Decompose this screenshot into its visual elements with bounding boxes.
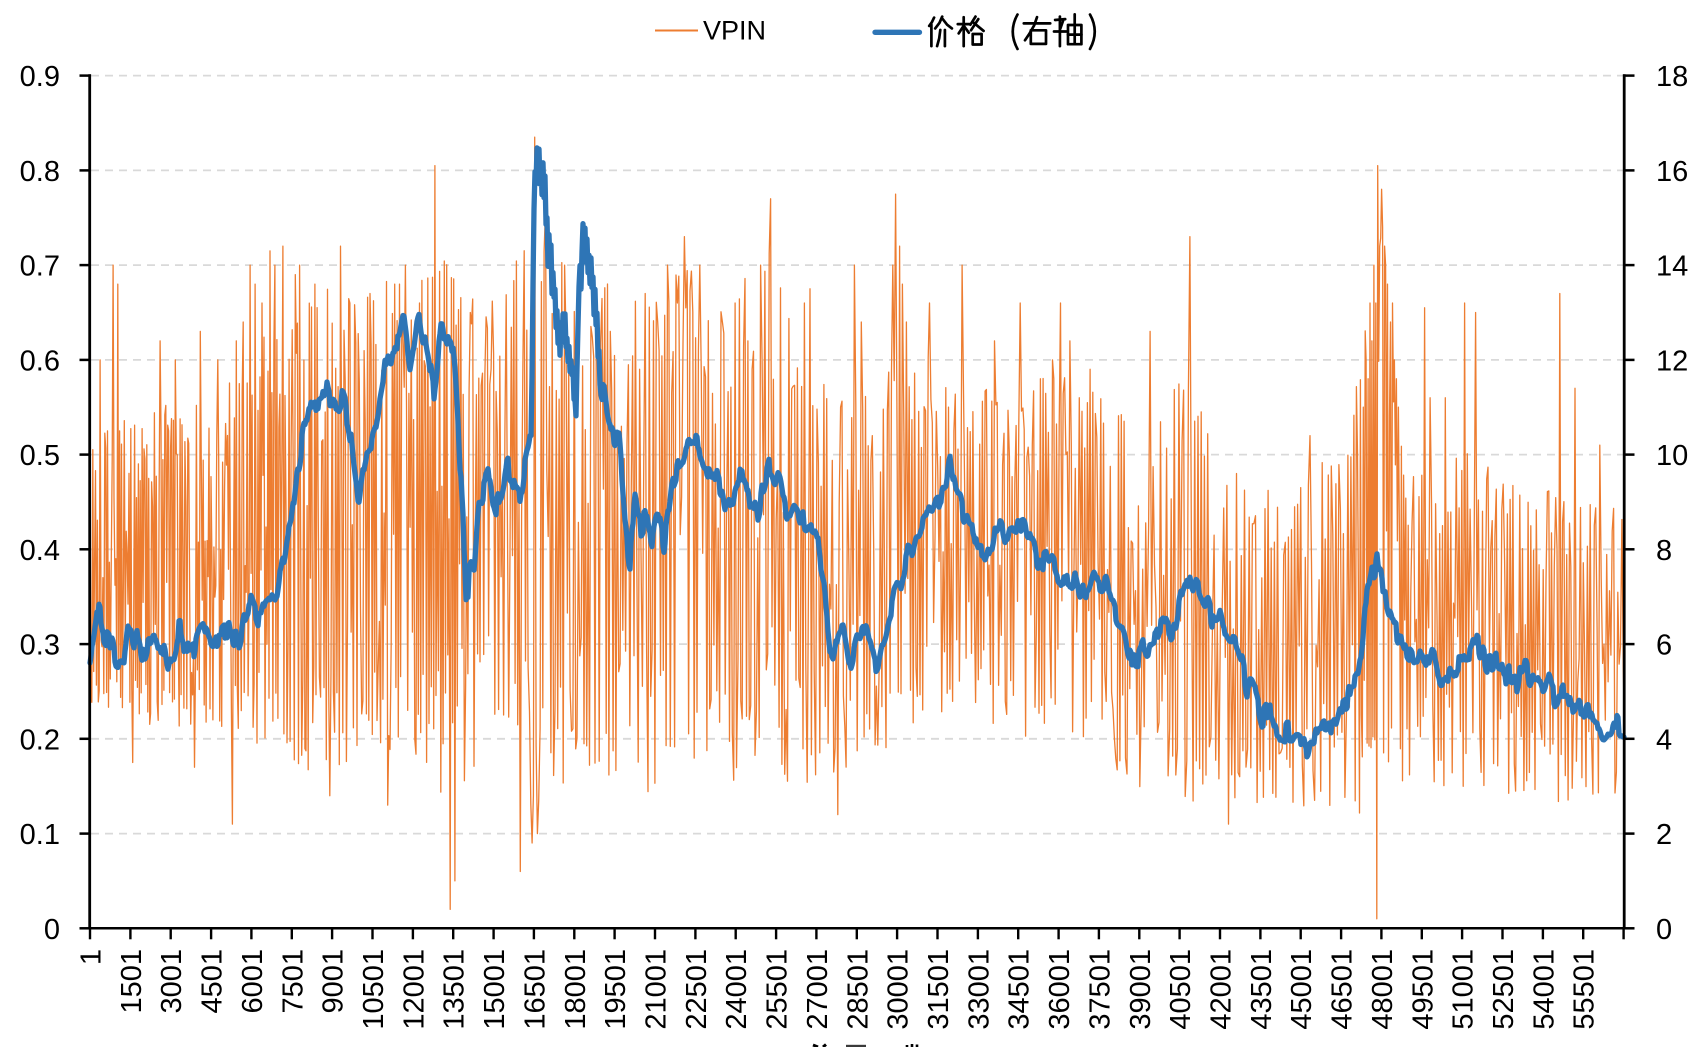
svg-text:12: 12: [1656, 345, 1688, 377]
svg-text:52501: 52501: [1488, 949, 1520, 1030]
svg-text:7501: 7501: [277, 949, 309, 1014]
svg-text:0.2: 0.2: [20, 724, 60, 756]
svg-text:4: 4: [1656, 724, 1672, 756]
svg-text:24001: 24001: [721, 949, 753, 1030]
svg-text:0.3: 0.3: [20, 630, 60, 662]
svg-text:34501: 34501: [1004, 949, 1036, 1030]
svg-text:9001: 9001: [318, 949, 350, 1014]
svg-text:18: 18: [1656, 61, 1688, 93]
svg-text:0.1: 0.1: [20, 819, 60, 851]
svg-text:12001: 12001: [398, 949, 430, 1030]
svg-text:55501: 55501: [1569, 949, 1601, 1030]
svg-text:36001: 36001: [1044, 949, 1076, 1030]
svg-text:30001: 30001: [883, 949, 915, 1030]
svg-text:28501: 28501: [842, 949, 874, 1030]
svg-text:0.8: 0.8: [20, 156, 60, 188]
svg-text:0: 0: [44, 914, 60, 946]
svg-text:25501: 25501: [762, 949, 794, 1030]
svg-text:15001: 15001: [479, 949, 511, 1030]
svg-text:21001: 21001: [641, 949, 673, 1030]
svg-text:8: 8: [1656, 535, 1672, 567]
svg-text:16501: 16501: [519, 949, 551, 1030]
svg-text:45001: 45001: [1286, 949, 1318, 1030]
svg-text:39001: 39001: [1125, 949, 1157, 1030]
svg-text:42001: 42001: [1206, 949, 1238, 1030]
svg-text:14: 14: [1656, 251, 1688, 283]
svg-text:19501: 19501: [600, 949, 632, 1030]
svg-text:2: 2: [1656, 819, 1672, 851]
svg-text:6: 6: [1656, 630, 1672, 662]
svg-text:46501: 46501: [1327, 949, 1359, 1030]
svg-text:10501: 10501: [358, 949, 390, 1030]
svg-text:0.9: 0.9: [20, 61, 60, 93]
svg-text:54001: 54001: [1528, 949, 1560, 1030]
svg-text:0.4: 0.4: [20, 535, 60, 567]
svg-text:10: 10: [1656, 440, 1688, 472]
svg-text:0.6: 0.6: [20, 345, 60, 377]
svg-text:0.7: 0.7: [20, 251, 60, 283]
svg-text:48001: 48001: [1367, 949, 1399, 1030]
svg-text:4501: 4501: [197, 949, 229, 1014]
svg-text:6001: 6001: [237, 949, 269, 1014]
svg-text:1: 1: [76, 949, 108, 965]
svg-text:22501: 22501: [681, 949, 713, 1030]
svg-text:0.5: 0.5: [20, 440, 60, 472]
svg-text:16: 16: [1656, 156, 1688, 188]
svg-text:33001: 33001: [963, 949, 995, 1030]
svg-text:49501: 49501: [1407, 949, 1439, 1030]
svg-text:31501: 31501: [923, 949, 955, 1030]
svg-text:37501: 37501: [1084, 949, 1116, 1030]
svg-text:3001: 3001: [156, 949, 188, 1014]
svg-text:40501: 40501: [1165, 949, 1197, 1030]
svg-text:13501: 13501: [439, 949, 471, 1030]
svg-text:18001: 18001: [560, 949, 592, 1030]
svg-text:51001: 51001: [1448, 949, 1480, 1030]
svg-text:0: 0: [1656, 914, 1672, 946]
svg-text:43501: 43501: [1246, 949, 1278, 1030]
svg-text:1501: 1501: [116, 949, 148, 1014]
svg-text:VPIN: VPIN: [703, 15, 766, 45]
svg-text:27001: 27001: [802, 949, 834, 1030]
